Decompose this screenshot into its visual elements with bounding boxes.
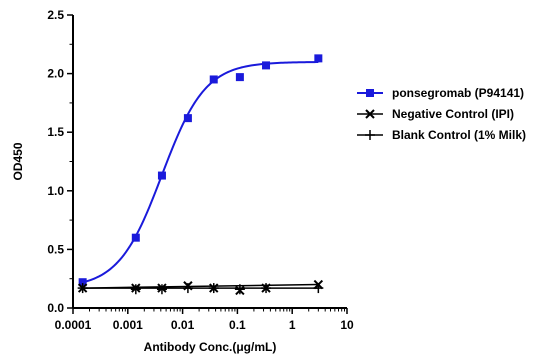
- x-tick-label: 0.001: [113, 318, 143, 332]
- data-point-s0-3: [183, 114, 192, 123]
- data-point-s2-5: [234, 284, 245, 295]
- legend-label: Negative Control (IPI): [392, 107, 514, 121]
- data-point-s0-4: [209, 75, 218, 84]
- y-tick-label: 2.5: [47, 8, 64, 22]
- legend-entry-2: Blank Control (1% Milk): [357, 128, 526, 142]
- x-tick-label: 0.1: [229, 318, 246, 332]
- y-tick-label: 0.0: [47, 301, 64, 315]
- data-point-s0-6: [262, 61, 271, 70]
- x-axis-title: Antibody Conc.(μg/mL): [144, 340, 277, 354]
- data-point-s2-4: [208, 283, 219, 294]
- data-point-s2-6: [261, 283, 272, 294]
- x-axis-ticks: 0.0001 0.001 0.01 0.1 1 10: [55, 308, 354, 332]
- y-tick-label: 0.5: [47, 242, 64, 256]
- series-points: [77, 54, 324, 296]
- x-tick-label: 10: [340, 318, 354, 332]
- series-curves: [82, 61, 319, 289]
- legend-label: Blank Control (1% Milk): [392, 128, 526, 142]
- data-point-s2-3: [182, 283, 193, 294]
- x-tick-label: 0.01: [171, 318, 195, 332]
- data-point-s0-0: [78, 278, 87, 287]
- data-point-s2-2: [156, 284, 167, 295]
- data-point-s0-1: [131, 233, 140, 242]
- x-tick-label: 0.0001: [55, 318, 92, 332]
- y-tick-label: 1.5: [47, 125, 64, 139]
- y-axis-ticks: 0.0 0.5 1.0 1.5 2.0 2.5: [47, 8, 73, 315]
- y-axis-title: OD450: [11, 142, 25, 180]
- legend-entry-0: ponsegromab (P94141): [357, 86, 524, 100]
- x-tick-label: 1: [289, 318, 296, 332]
- legend-swatch-marker: [365, 109, 375, 119]
- legend-entry-1: Negative Control (IPI): [357, 107, 514, 121]
- chart-axes: [72, 15, 347, 309]
- legend-label: ponsegromab (P94141): [392, 86, 524, 100]
- y-tick-label: 1.0: [47, 184, 64, 198]
- data-point-s2-7: [313, 283, 324, 294]
- legend-swatch-marker: [366, 89, 374, 97]
- data-point-s2-1: [130, 284, 141, 295]
- data-point-s0-2: [157, 171, 166, 180]
- y-tick-label: 2.0: [47, 67, 64, 81]
- series-curve-0: [82, 61, 319, 284]
- data-point-s0-5: [235, 73, 244, 82]
- data-point-s0-7: [314, 54, 323, 63]
- data-point-s2-0: [77, 283, 88, 294]
- legend-swatch-marker: [365, 130, 375, 140]
- chart-legend: ponsegromab (P94141) Negative Control (IP…: [357, 86, 526, 142]
